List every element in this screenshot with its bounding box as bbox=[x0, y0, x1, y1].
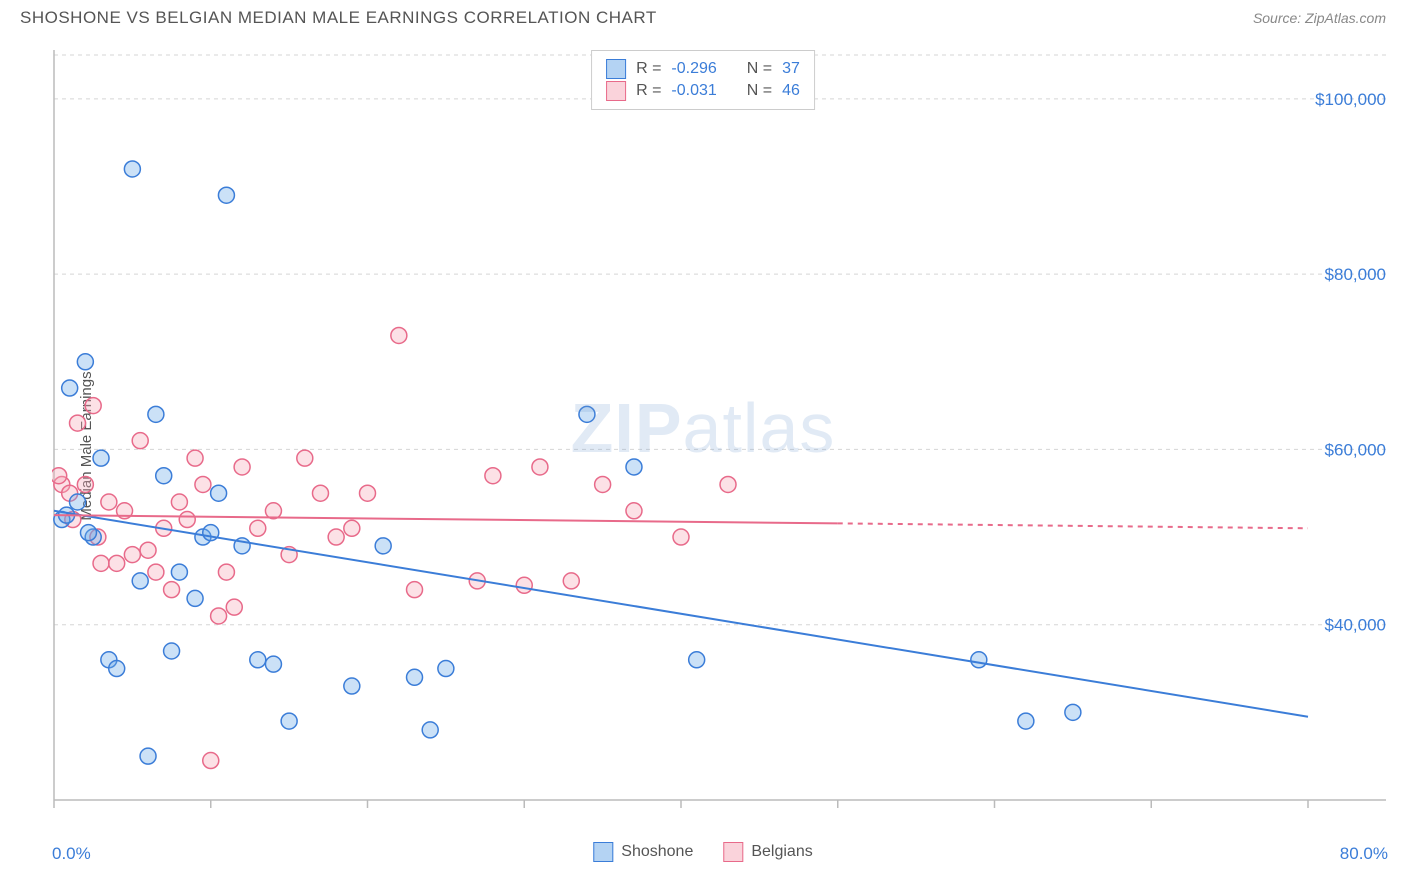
n-label: N = bbox=[747, 82, 772, 100]
correlation-legend: R = -0.296 N = 37 R = -0.031 N = 46 bbox=[591, 50, 815, 110]
n-value-belgians: 46 bbox=[782, 82, 800, 100]
chart-title: SHOSHONE VS BELGIAN MEDIAN MALE EARNINGS… bbox=[20, 8, 657, 28]
r-value-belgians: -0.031 bbox=[671, 82, 716, 100]
r-label: R = bbox=[636, 60, 661, 78]
header: SHOSHONE VS BELGIAN MEDIAN MALE EARNINGS… bbox=[20, 8, 1386, 28]
series-legend: Shoshone Belgians bbox=[593, 842, 812, 862]
legend-label-shoshone: Shoshone bbox=[621, 843, 693, 861]
swatch-shoshone bbox=[606, 59, 626, 79]
svg-text:$80,000: $80,000 bbox=[1325, 265, 1386, 284]
svg-text:$40,000: $40,000 bbox=[1325, 616, 1386, 635]
legend-row-shoshone: R = -0.296 N = 37 bbox=[606, 59, 800, 79]
legend-label-belgians: Belgians bbox=[751, 843, 812, 861]
chart-container: SHOSHONE VS BELGIAN MEDIAN MALE EARNINGS… bbox=[0, 0, 1406, 892]
swatch-shoshone-bottom bbox=[593, 842, 613, 862]
swatch-belgians-bottom bbox=[723, 842, 743, 862]
svg-text:$100,000: $100,000 bbox=[1315, 90, 1386, 109]
x-axis-max-label: 80.0% bbox=[1340, 844, 1388, 864]
swatch-belgians bbox=[606, 81, 626, 101]
legend-row-belgians: R = -0.031 N = 46 bbox=[606, 81, 800, 101]
svg-text:$60,000: $60,000 bbox=[1325, 440, 1386, 459]
source-label: Source: ZipAtlas.com bbox=[1253, 10, 1386, 26]
x-axis-min-label: 0.0% bbox=[52, 844, 91, 864]
legend-item-belgians: Belgians bbox=[723, 842, 812, 862]
n-label: N = bbox=[747, 60, 772, 78]
n-value-shoshone: 37 bbox=[782, 60, 800, 78]
r-label: R = bbox=[636, 82, 661, 100]
legend-item-shoshone: Shoshone bbox=[593, 842, 693, 862]
r-value-shoshone: -0.296 bbox=[671, 60, 716, 78]
scatter-chart: $40,000 $60,000 $80,000 $100,000 bbox=[52, 45, 1388, 830]
